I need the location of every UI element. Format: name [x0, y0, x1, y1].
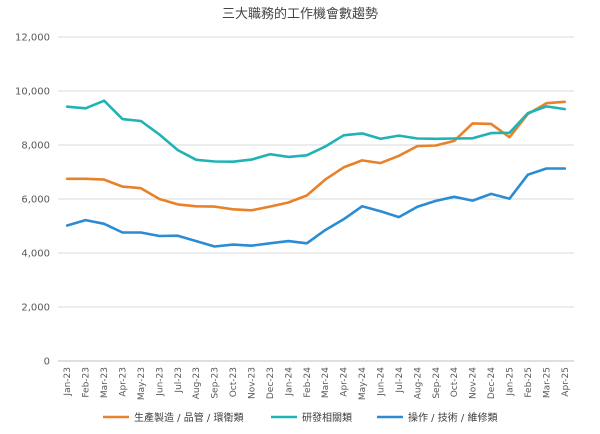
- gridlines: [58, 36, 574, 308]
- x-tick-label: Feb-23: [82, 367, 92, 398]
- x-tick-label: Nov-24: [469, 367, 479, 399]
- x-tick-label: Dec-24: [487, 367, 497, 399]
- y-tick-label: 12,000: [15, 33, 50, 44]
- y-axis-ticks: 0 2,000 4,000 6,000 8,000 10,000 12,000: [15, 33, 50, 368]
- x-tick-label: Feb-25: [524, 367, 534, 398]
- x-tick-label: Oct-23: [229, 367, 239, 397]
- series-line-2: [65, 99, 567, 163]
- x-tick-label: Jan-25: [506, 367, 516, 397]
- x-tick-label: Apr-24: [340, 367, 350, 397]
- x-tick-label: Oct-24: [450, 367, 460, 398]
- x-tick-label: Dec-23: [266, 367, 276, 399]
- x-tick-label: Jan-24: [284, 367, 294, 397]
- x-tick-label: Jul-24: [395, 367, 405, 394]
- series-line-3: [65, 167, 567, 248]
- legend-label: 生產製造 / 品管 / 環衛類: [134, 411, 243, 424]
- x-tick-label: Sep-24: [432, 367, 442, 399]
- x-tick-label: Apr-25: [561, 367, 571, 397]
- x-tick-label: Jan-23: [63, 367, 73, 397]
- y-tick-label: 10,000: [15, 87, 50, 98]
- x-tick-label: Aug-24: [413, 367, 423, 400]
- y-tick-label: 8,000: [21, 141, 50, 152]
- series-lines: [65, 99, 567, 248]
- x-axis-ticks: Jan-23 Feb-23 Mar-23 Apr-23 May-23 Jun-23 Jul-…: [63, 367, 571, 400]
- x-tick-label: May-24: [358, 367, 368, 400]
- x-tick-label: Mar-24: [321, 367, 331, 398]
- y-tick-label: 0: [44, 357, 50, 368]
- x-tick-label: Feb-24: [303, 367, 313, 398]
- x-tick-label: Sep-23: [211, 367, 221, 399]
- x-tick-label: May-23: [137, 367, 147, 400]
- x-tick-label: Jun-23: [155, 367, 165, 397]
- y-tick-label: 6,000: [21, 195, 50, 206]
- y-tick-label: 4,000: [21, 249, 50, 260]
- x-tick-label: Jul-23: [174, 367, 184, 394]
- x-tick-label: Aug-23: [192, 367, 202, 399]
- legend: 生產製造 / 品管 / 環衛類 研發相關類 操作 / 技術 / 維修類: [103, 411, 497, 424]
- x-tick-label: Mar-23: [100, 367, 110, 398]
- legend-label: 操作 / 技術 / 維修類: [408, 411, 497, 424]
- x-tick-label: Jun-24: [377, 367, 387, 397]
- legend-label: 研發相關類: [302, 411, 352, 424]
- series-line-1: [65, 100, 567, 212]
- y-tick-label: 2,000: [21, 303, 50, 314]
- x-tick-label: Nov-23: [248, 367, 258, 399]
- x-tick-label: Apr-23: [119, 367, 129, 397]
- x-tick-label: Mar-25: [542, 367, 552, 398]
- chart-title: 三大職務的工作機會數趨勢: [222, 6, 378, 22]
